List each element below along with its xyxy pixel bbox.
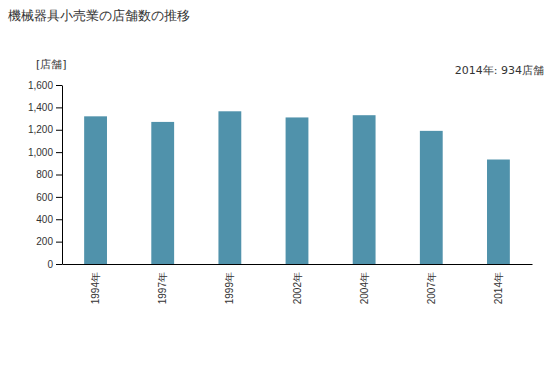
bar [420,131,443,264]
y-tick: 0 [47,259,62,270]
y-tick-label: 1,000 [28,147,53,158]
y-tick: 800 [36,169,62,180]
y-tick-label: 600 [36,192,53,203]
y-tick-label: 400 [36,214,53,225]
y-tick: 1,000 [28,147,62,158]
title: 機械器具小売業の店舗数の推移 [8,8,190,23]
y-tick: 1,400 [28,102,62,113]
y-tick-mark [56,197,62,198]
x-tick: 2014年 [493,264,504,304]
x-tick-label: 1999年 [224,272,235,304]
y-tick-mark [56,175,62,176]
bar [151,122,174,264]
x-axis: 1994年 1997年 1999年 2002年 2004年 2007年 2014年 [63,264,533,304]
y-tick-mark [56,85,62,86]
y-tick-mark [56,264,62,265]
x-tick-label: 1997年 [157,272,168,304]
y-tick: 600 [36,192,62,203]
x-axis-line [63,264,533,265]
y-tick-mark [56,130,62,131]
y-tick-label: 1,200 [28,124,53,135]
x-tick: 1997年 [157,264,168,304]
y-tick-mark [56,152,62,153]
y-tick: 1,600 [28,80,62,91]
y-tick-mark [56,107,62,108]
bar [84,116,107,264]
x-tick: 1999年 [224,264,235,304]
x-tick-label: 2002年 [292,272,303,304]
plot: 02004006008001,0001,2001,4001,6001994年19… [28,80,533,305]
x-tick: 2002年 [292,264,303,304]
bar [286,117,309,264]
y-axis: 0 200 400 600 800 1,000 1,200 1,400 1,600 [28,80,63,270]
y-tick-label: 200 [36,236,53,247]
x-tick: 2007年 [426,264,437,304]
x-tick-label: 2007年 [426,272,437,304]
y-axis-line [62,86,63,265]
y-tick-mark [56,242,62,243]
bars [84,111,510,264]
y-tick-label: 0 [47,259,53,270]
chart: 機械器具小売業の店舗数の推移 [店舗] 2014年: 934店舗 0 200 400 600… [0,0,560,366]
y-tick-label: 1,600 [28,80,53,91]
y-tick: 400 [36,214,62,225]
y-tick-mark [56,219,62,220]
y-tick: 200 [36,236,62,247]
x-tick-label: 2004年 [359,272,370,304]
y-tick-label: 800 [36,169,53,180]
y-tick-label: 1,400 [28,102,53,113]
bar [353,115,376,264]
bar [218,111,241,264]
y-tick: 1,200 [28,124,62,135]
annotation: 2014年: 934店舗 [455,64,544,77]
x-tick-label: 1994年 [90,272,101,304]
bar [487,160,510,264]
y-label: [店舗] [36,58,67,71]
x-tick: 2004年 [359,264,370,304]
x-tick-label: 2014年 [493,272,504,304]
x-tick: 1994年 [90,264,101,304]
